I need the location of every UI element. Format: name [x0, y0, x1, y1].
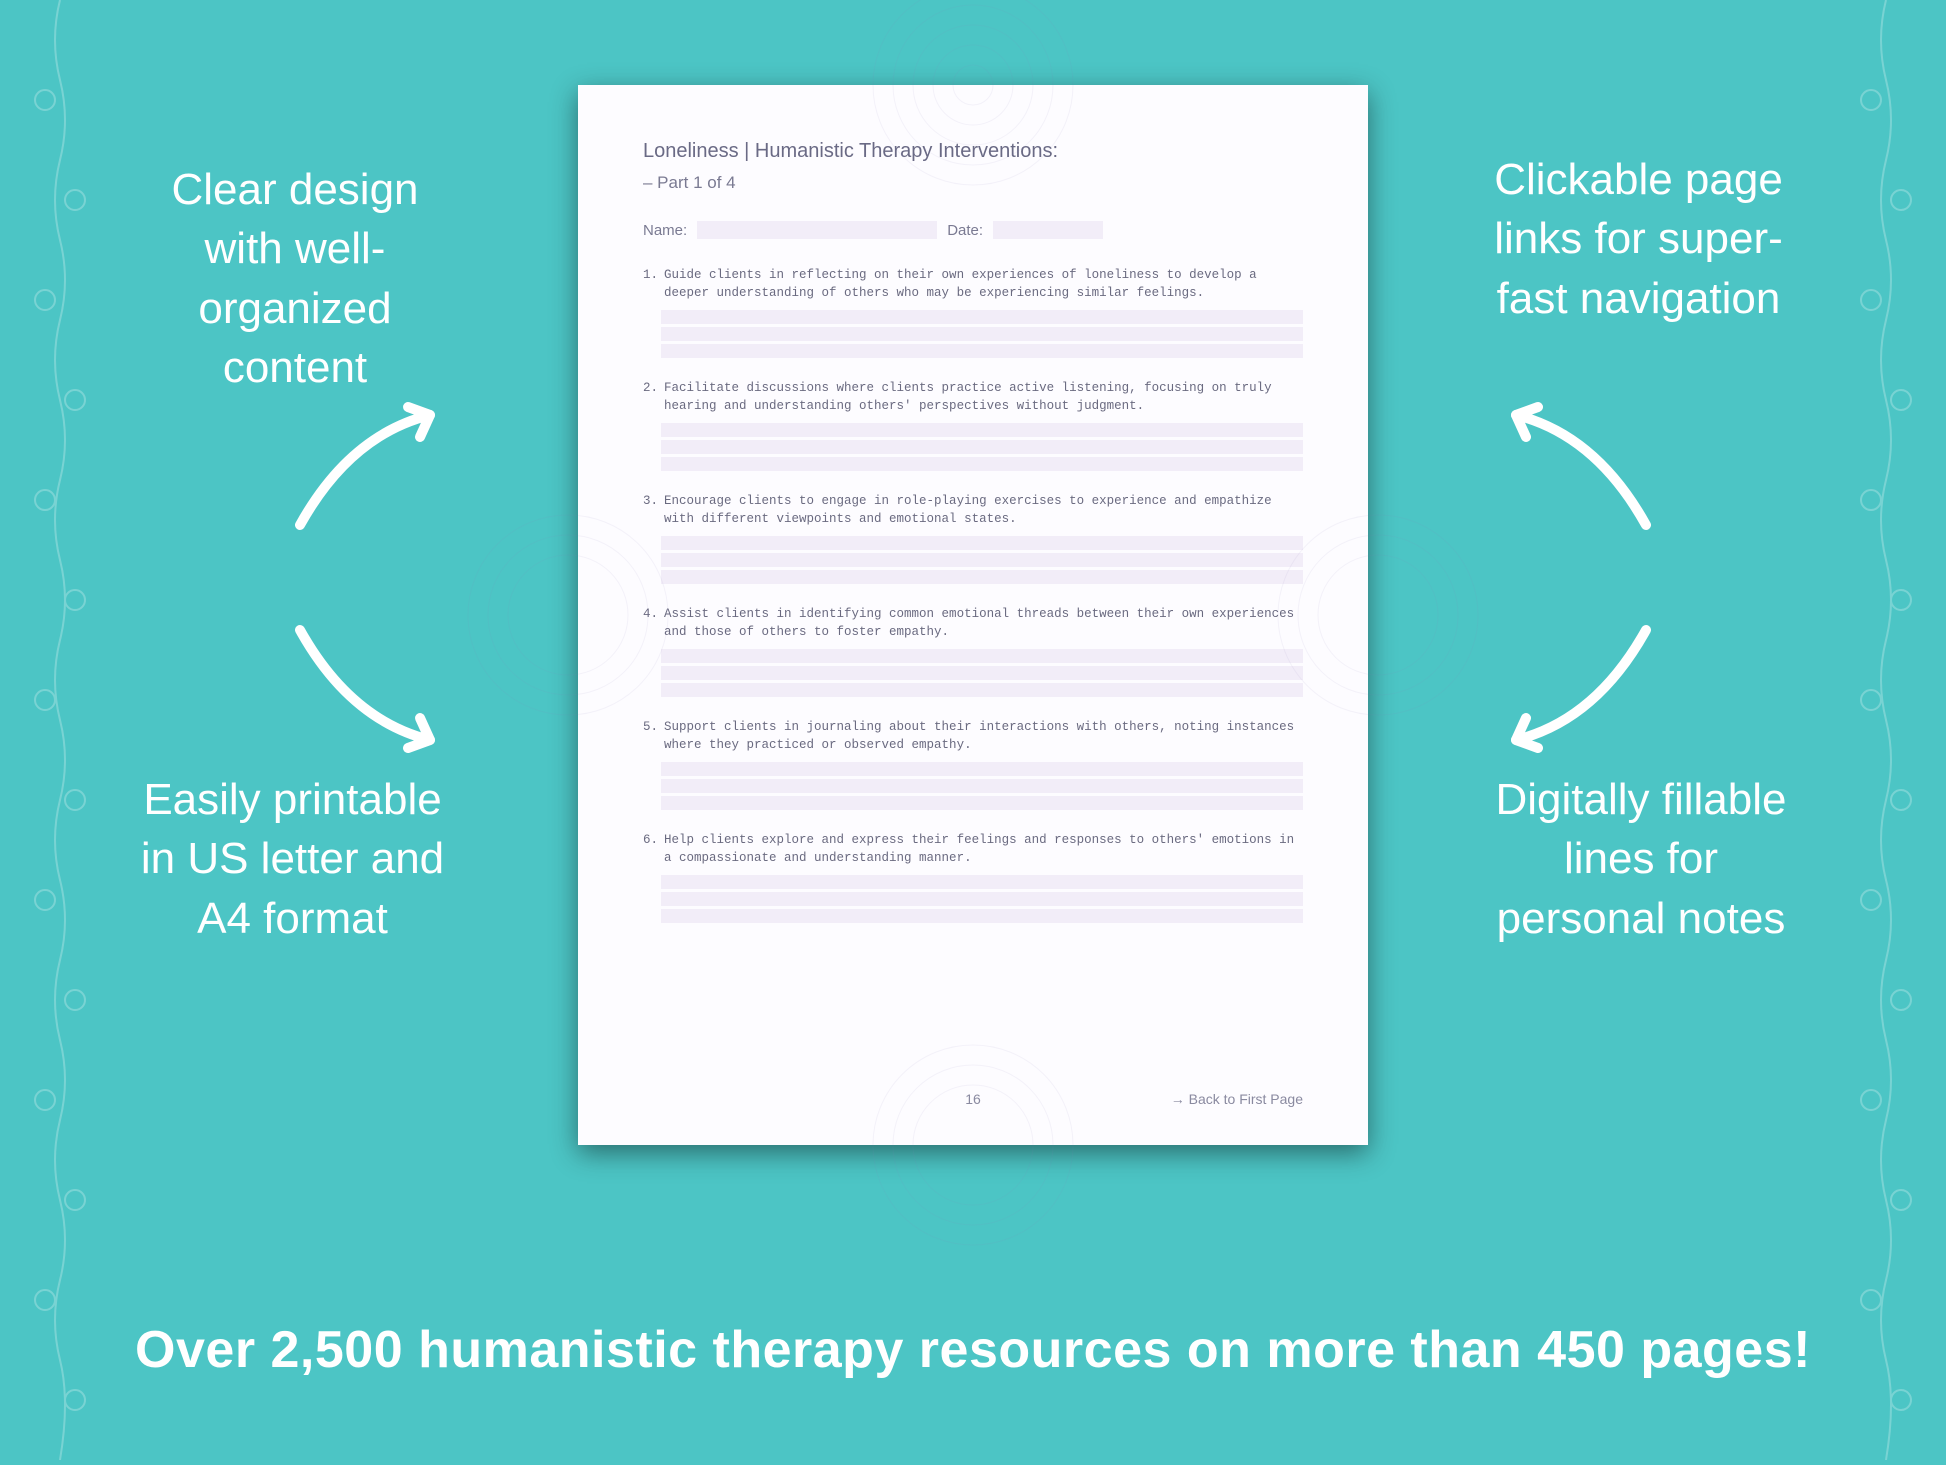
- item-text: Help clients explore and express their f…: [664, 832, 1303, 867]
- fillable-lines[interactable]: [661, 310, 1303, 358]
- list-item: 1. Guide clients in reflecting on their …: [643, 267, 1303, 358]
- fillable-lines[interactable]: [661, 875, 1303, 923]
- floral-border-right: [1846, 0, 1926, 1460]
- list-item: 4. Assist clients in identifying common …: [643, 606, 1303, 697]
- callout-top-right: Clickable page links for super-fast navi…: [1471, 150, 1806, 328]
- arrow-bottom-right: [1486, 610, 1666, 765]
- list-item: 2. Facilitate discussions where clients …: [643, 380, 1303, 471]
- items-list: 1. Guide clients in reflecting on their …: [643, 267, 1303, 923]
- item-number: 4.: [643, 606, 658, 641]
- document-title: Loneliness | Humanistic Therapy Interven…: [643, 140, 1303, 163]
- item-number: 1.: [643, 267, 658, 302]
- fillable-lines[interactable]: [661, 423, 1303, 471]
- floral-border-left: [20, 0, 100, 1460]
- arrow-top-right: [1486, 395, 1666, 550]
- callout-top-left: Clear design with well-organized content: [140, 160, 450, 398]
- list-item: 3. Encourage clients to engage in role-p…: [643, 493, 1303, 584]
- callout-bottom-right: Digitally fillable lines for personal no…: [1476, 770, 1806, 948]
- item-text: Facilitate discussions where clients pra…: [664, 380, 1303, 415]
- fillable-lines[interactable]: [661, 536, 1303, 584]
- name-field[interactable]: [697, 221, 937, 239]
- bottom-banner: Over 2,500 humanistic therapy resources …: [0, 1320, 1946, 1380]
- fillable-lines[interactable]: [661, 649, 1303, 697]
- fillable-lines[interactable]: [661, 762, 1303, 810]
- arrow-top-left: [280, 395, 460, 550]
- page-footer: 16 → Back to First Page: [643, 1091, 1303, 1107]
- date-label: Date:: [947, 222, 983, 239]
- document-page: Loneliness | Humanistic Therapy Interven…: [578, 85, 1368, 1145]
- name-date-row: Name: Date:: [643, 221, 1303, 239]
- item-text: Assist clients in identifying common emo…: [664, 606, 1303, 641]
- page-number: 16: [965, 1091, 981, 1107]
- arrow-bottom-left: [280, 610, 460, 765]
- item-text: Support clients in journaling about thei…: [664, 719, 1303, 754]
- date-field[interactable]: [993, 221, 1103, 239]
- item-text: Guide clients in reflecting on their own…: [664, 267, 1303, 302]
- mandala-decoration: [863, 0, 1083, 195]
- item-text: Encourage clients to engage in role-play…: [664, 493, 1303, 528]
- mandala-decoration: [863, 1035, 1083, 1255]
- name-label: Name:: [643, 222, 687, 239]
- back-to-first-link[interactable]: → Back to First Page: [1171, 1091, 1303, 1107]
- item-number: 2.: [643, 380, 658, 415]
- callout-bottom-left: Easily printable in US letter and A4 for…: [140, 770, 445, 948]
- list-item: 6. Help clients explore and express thei…: [643, 832, 1303, 923]
- item-number: 5.: [643, 719, 658, 754]
- document-subtitle: – Part 1 of 4: [643, 173, 1303, 193]
- list-item: 5. Support clients in journaling about t…: [643, 719, 1303, 810]
- item-number: 6.: [643, 832, 658, 867]
- item-number: 3.: [643, 493, 658, 528]
